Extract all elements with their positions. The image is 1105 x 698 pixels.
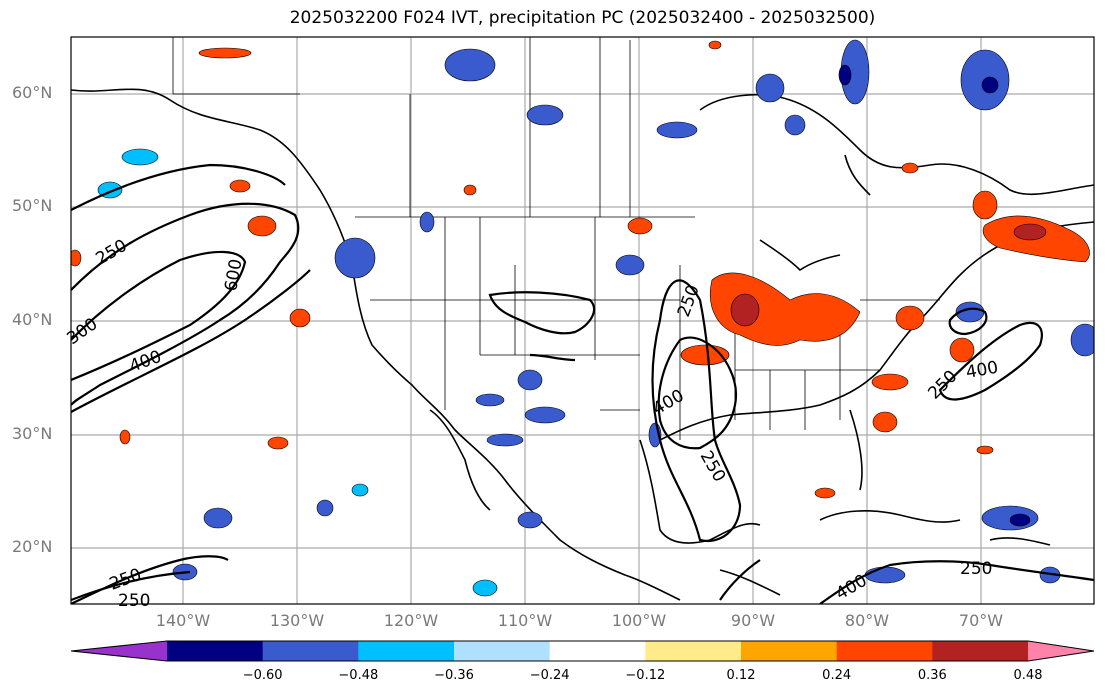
colorbar-tick-label: 0.12 — [726, 668, 756, 683]
lon-label-80w: 80°W — [844, 611, 890, 630]
precipitation-negative-areas — [97, 39, 1094, 597]
colorbar-tick-label: 0.36 — [917, 668, 947, 683]
map-frame — [70, 36, 1095, 605]
colorbar-segment — [741, 641, 838, 661]
lat-label-60n: 60°N — [12, 83, 53, 102]
lat-label-40n: 40°N — [12, 310, 53, 329]
contour-label: 250 — [960, 559, 992, 579]
colorbar-tick-label: −0.60 — [242, 668, 283, 683]
colorbar-outline — [70, 640, 1095, 662]
political-borders — [172, 37, 940, 440]
lon-label-90w: 90°W — [730, 611, 776, 630]
colorbar-tick-label: 0.48 — [1013, 668, 1043, 683]
map-title: 2025032200 F024 IVT, precipitation PC (2… — [289, 8, 876, 28]
colorbar-extend-low — [71, 641, 167, 661]
colorbar-tick-label: −0.36 — [434, 668, 474, 683]
colorbar-tick-label: −0.12 — [625, 668, 666, 683]
colorbar-segment — [358, 641, 455, 661]
lon-label-100w: 100°W — [611, 611, 667, 630]
contour-label: 250 — [118, 591, 150, 611]
colorbar-segment — [167, 641, 264, 661]
lat-label-30n: 30°N — [12, 424, 53, 443]
lon-label-120w: 120°W — [383, 611, 439, 630]
lon-label-140w: 140°W — [155, 611, 211, 630]
colorbar-tick-label: −0.48 — [338, 668, 379, 683]
lat-label-20n: 20°N — [12, 537, 53, 556]
colorbar-segments — [70, 640, 1095, 662]
lon-label-130w: 130°W — [269, 611, 325, 630]
colorbar-segment — [454, 641, 551, 661]
colorbar-segment — [645, 641, 742, 661]
colorbar-segment — [549, 641, 646, 661]
colorbar-segment — [932, 641, 1029, 661]
lat-label-50n: 50°N — [12, 196, 53, 215]
colorbar-extend-high — [1028, 641, 1094, 661]
ivt-contours — [71, 163, 1094, 604]
colorbar-segment — [262, 641, 359, 661]
precipitation-positive-areas — [71, 40, 1090, 499]
lon-label-70w: 70°W — [958, 611, 1004, 630]
colorbar-segment — [836, 641, 933, 661]
colorbar-tick-label: −0.24 — [529, 668, 570, 683]
colorbar-tick-label: 0.24 — [822, 668, 852, 683]
lon-label-110w: 110°W — [497, 611, 553, 630]
